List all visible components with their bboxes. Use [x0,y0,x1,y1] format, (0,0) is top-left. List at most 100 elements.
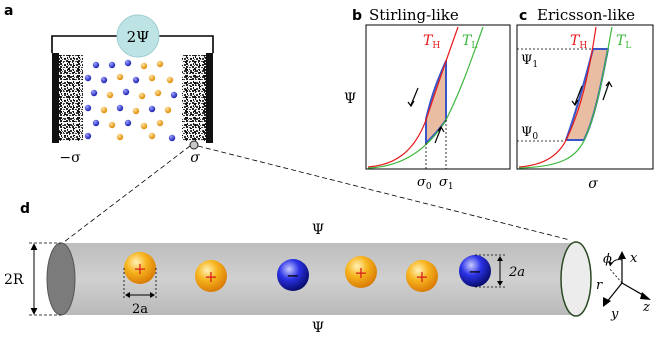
panel-c: c Ericsson-like TH TL Ψ1 Ψ0 σ [516,6,654,192]
cation-dot [154,89,162,97]
cation-dot [148,132,156,140]
circuit-wire [51,35,214,53]
anion-dot [124,59,132,67]
arrow-down-icon-head [407,100,415,108]
panel-c-xlabel: σ [588,176,598,192]
label-TH-c: TH [570,33,587,51]
cation: + [406,260,438,292]
pore-marker [189,140,199,150]
anion-dot [90,89,98,97]
diam-arrow-head-bottom [497,281,503,286]
panel-label-b: b [352,8,362,24]
panel-b-frame [365,24,511,170]
cation: + [124,252,156,284]
axis-phi-label: ϕ [603,252,612,267]
anion-dot [108,61,116,69]
svg-text:+: + [354,263,367,282]
ion-diameter-label-right: 2a [508,265,525,280]
anion-dot [84,132,92,140]
diam-arrow-head-left [125,292,130,298]
cation: + [195,260,227,292]
axis-y-label: y [610,307,619,322]
cation-dot [156,60,164,68]
phi-arrowhead [608,261,613,266]
label-TH-b: TH [423,33,440,51]
tick-sigma1: σ1 [439,175,454,192]
hot-isotherm [367,26,459,168]
potential-top: Ψ [312,222,324,238]
diam-arrow-head-right [150,292,155,298]
cation-dot [100,106,108,114]
cation-dot [140,62,148,70]
anion-dot [84,74,92,82]
anion-dot [168,134,176,142]
voltage-source [116,14,160,58]
axis-x-label: x [630,251,638,266]
svg-text:−: − [286,266,299,285]
svg-text:−: − [468,262,481,281]
panel-b: b Stirling-like Ψ TH TL σ0 σ1 [344,6,511,192]
axis-r-label: r [596,278,603,293]
arrow-up-icon-head [437,125,445,133]
panel-a: a 2Ψ −σ σ [4,3,214,166]
anion-dot [116,104,124,112]
left-electrode-label: −σ [59,150,81,166]
label-TL-b: TL [462,33,477,51]
svg-text:+: + [415,267,428,286]
cation-dot [164,106,172,114]
radius-arrow-head-top [30,243,38,251]
cation-dot [138,92,146,100]
cation-dot [116,73,124,81]
anion-dot [100,76,108,84]
cation-dot [108,121,116,129]
zoom-line-left [63,145,191,243]
left-electrode [52,53,83,143]
arrow-down-icon-head [571,99,579,107]
tick-sigma0: σ0 [417,175,432,192]
radius-arrow-head-bottom [30,307,38,315]
arrow-up-icon [602,82,610,101]
potential-bottom: Ψ [312,320,324,336]
cold-isotherm-c [518,26,613,169]
label-TL-c: TL [616,33,631,51]
cation-dot [166,76,174,84]
panel-label-d: d [20,201,30,217]
radius-label: 2R [4,272,24,288]
arrow-down-icon [410,87,419,106]
anion: − [277,259,309,291]
cation-dot [148,74,156,82]
cation: + [345,256,377,288]
axis-r-dash [608,267,623,284]
svg-text:+: + [204,267,217,286]
right-electrode [182,53,213,150]
pore-end-right [560,241,592,317]
cation-dot [156,119,164,127]
pore-end-left [46,242,76,316]
voltage-source-label: 2Ψ [127,28,150,46]
panel-b-title: Stirling-like [369,6,459,24]
panel-c-frame [516,24,654,170]
ion-diameter-label-bottom: 2a [132,302,148,317]
panel-c-title: Ericsson-like [537,6,635,24]
tick-psi0: Ψ0 [521,125,538,142]
anion-dot [92,61,100,69]
panel-b-ylabel: Ψ [344,91,356,107]
cation-dot [106,91,114,99]
cation-dot [132,107,140,115]
anion-dot [170,91,178,99]
anion-dot [122,88,130,96]
anion-dot [148,105,156,113]
electrolyte-ions [84,59,178,142]
coordinate-axes: ϕ x r z y [596,251,651,322]
anion-dot [124,119,132,127]
axis-z-label: z [642,300,650,315]
anion-dot [132,76,140,84]
hot-isotherm-c [518,26,597,168]
arrow-up-icon [434,127,442,144]
panel-label-a: a [4,3,13,19]
panel-d: d 2R Ψ Ψ + + − + [4,145,651,336]
anion-dot [84,104,92,112]
arrow-up-icon-head [605,80,613,88]
zoom-line-right [197,145,571,241]
